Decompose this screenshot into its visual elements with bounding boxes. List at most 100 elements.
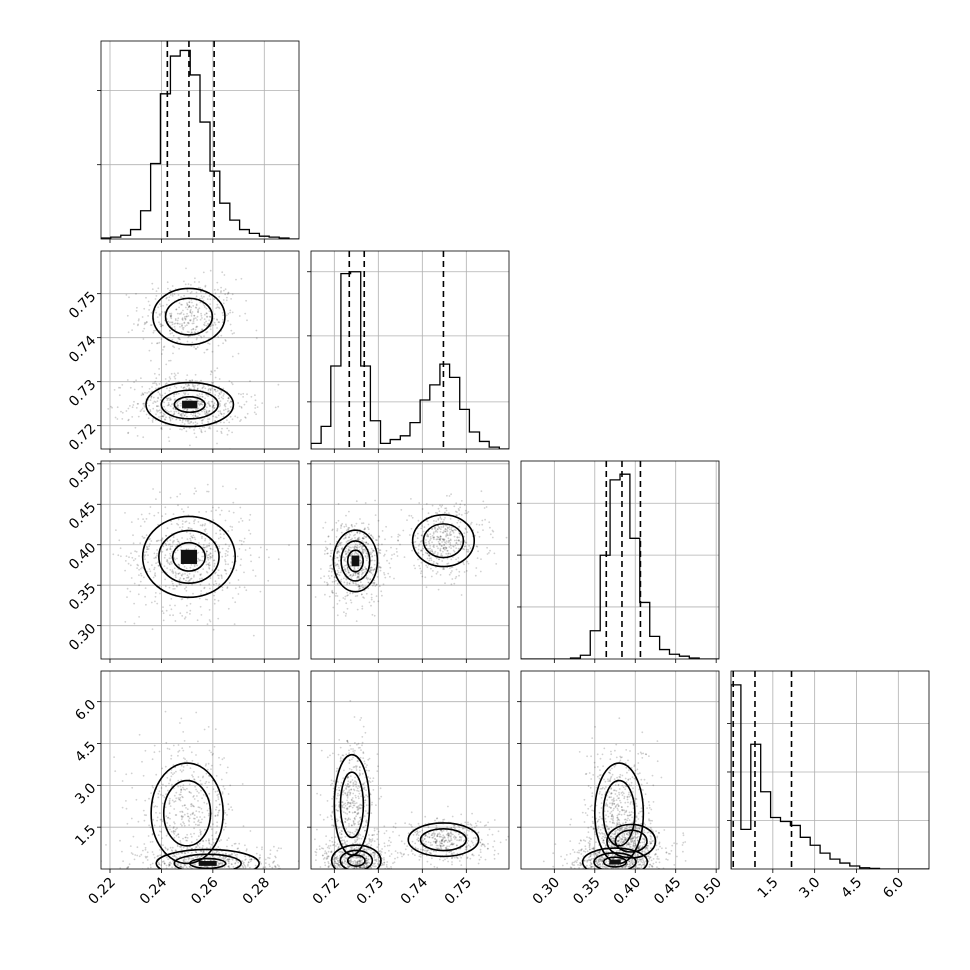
sample-point — [230, 329, 233, 332]
sample-point — [210, 751, 213, 754]
sample-point — [390, 536, 393, 538]
sample-point — [159, 399, 162, 401]
sample-point — [192, 409, 195, 412]
sample-point — [172, 407, 175, 410]
sample-point — [447, 562, 450, 565]
sample-point — [420, 534, 423, 537]
sample-point — [358, 588, 360, 591]
sample-point — [219, 513, 222, 516]
sample-point — [231, 853, 234, 856]
sample-point — [270, 871, 272, 873]
sample-point — [159, 330, 161, 332]
sample-point — [217, 793, 220, 796]
sample-point — [228, 858, 231, 861]
sample-point — [219, 421, 222, 424]
sample-point — [430, 575, 433, 578]
sample-point — [159, 793, 162, 796]
sample-point — [240, 540, 243, 542]
sample-point — [164, 408, 167, 411]
sample-point — [176, 863, 179, 866]
sample-point — [237, 847, 240, 850]
sample-point — [354, 543, 357, 546]
sample-point — [190, 315, 193, 317]
sample-point — [228, 380, 231, 382]
sample-point — [365, 789, 367, 791]
sample-point — [370, 534, 373, 537]
sample-point — [199, 832, 202, 835]
sample-point — [236, 871, 238, 873]
sample-point — [206, 544, 209, 547]
sample-point — [367, 776, 370, 778]
sample-point — [177, 836, 180, 839]
sample-point — [187, 422, 190, 424]
sample-point — [166, 549, 169, 551]
sample-point — [191, 929, 193, 931]
sample-point — [190, 880, 192, 882]
sample-point — [204, 873, 206, 875]
panel-2-2 — [517, 460, 720, 663]
sample-point — [165, 297, 168, 300]
sample-point — [213, 559, 216, 562]
sample-point — [371, 549, 374, 552]
sample-point — [153, 806, 156, 808]
sample-point — [173, 567, 176, 570]
sample-point — [179, 769, 182, 771]
sample-point — [144, 391, 146, 394]
sample-point — [422, 547, 425, 550]
sample-point — [241, 520, 244, 522]
sample-point — [209, 825, 212, 828]
sample-point — [241, 860, 244, 863]
sample-point — [177, 833, 179, 836]
sample-point — [336, 809, 339, 812]
sample-point — [362, 552, 364, 555]
sample-point — [159, 303, 161, 305]
sample-point — [184, 616, 187, 618]
sample-point — [186, 302, 188, 305]
sample-point — [346, 796, 349, 799]
sample-point — [174, 604, 176, 607]
grid — [101, 671, 299, 869]
sample-point — [370, 566, 373, 569]
sample-point — [445, 542, 447, 544]
sample-point — [330, 850, 333, 853]
sample-point — [226, 427, 229, 430]
sample-point — [222, 415, 225, 418]
samples — [107, 267, 280, 449]
sample-point — [360, 547, 363, 550]
sample-point — [166, 560, 169, 562]
sample-point — [213, 562, 216, 565]
sample-point — [352, 750, 355, 753]
sample-point — [381, 864, 384, 866]
contour-level-2 — [173, 396, 206, 414]
sample-point — [189, 866, 192, 869]
sample-point — [195, 307, 198, 309]
sample-point — [414, 567, 416, 570]
sample-point — [209, 389, 212, 391]
sample-point — [354, 780, 356, 782]
sample-point — [442, 520, 444, 523]
sample-point — [225, 299, 228, 302]
sample-point — [170, 321, 173, 324]
sample-point — [366, 795, 369, 798]
sample-point — [349, 792, 352, 795]
sample-point — [148, 538, 150, 541]
sample-point — [167, 320, 170, 323]
sample-point — [187, 856, 190, 859]
sample-point — [342, 556, 345, 558]
sample-point — [194, 487, 196, 490]
sample-point — [222, 318, 224, 321]
sample-point — [347, 548, 350, 551]
panel-2-0: 0.300.350.400.450.50 — [66, 459, 300, 663]
sample-point — [333, 841, 336, 844]
sample-point — [185, 430, 188, 433]
sample-point — [343, 803, 345, 806]
sample-point — [158, 321, 160, 324]
sample-point — [335, 818, 338, 821]
sample-point — [168, 863, 171, 866]
sample-point — [337, 846, 340, 849]
sample-point — [213, 321, 216, 324]
sample-point — [441, 554, 444, 557]
sample-point — [206, 483, 209, 486]
sample-point — [256, 846, 258, 849]
sample-point — [353, 804, 356, 807]
